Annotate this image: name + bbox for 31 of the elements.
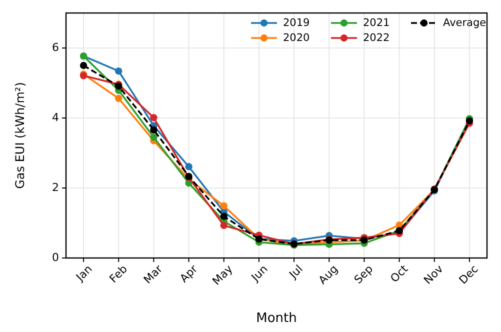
point [150, 134, 158, 141]
x-axis-title: Month [256, 311, 297, 326]
y-tick-label: 0 [52, 251, 59, 264]
point [150, 114, 158, 122]
y-axis-title: Gas EUI (kWh/m²) [13, 82, 27, 189]
legend-label: Average [443, 16, 486, 29]
point [185, 163, 192, 170]
point [220, 212, 228, 220]
legend-label: 2022 [363, 32, 390, 44]
x-tick-label: Dec [456, 262, 481, 287]
point [80, 62, 88, 70]
x-tick-label: Jul [286, 262, 306, 282]
y-tick-label: 6 [52, 41, 59, 54]
legend-label: 2020 [283, 32, 310, 44]
x-tick-label: Jan [72, 262, 95, 284]
x-tick-label: Feb [106, 262, 130, 286]
point [115, 94, 122, 102]
y-tick-label: 4 [52, 111, 59, 124]
x-tick-label: Nov [421, 262, 446, 287]
point [150, 126, 158, 134]
x-tick-label: Jun [248, 262, 270, 285]
x-tick-label: Sep [352, 262, 376, 286]
legend-label: 2021 [363, 16, 390, 29]
x-tick-label: Mar [141, 262, 166, 286]
point [220, 202, 228, 210]
point [115, 68, 122, 75]
point [220, 222, 228, 230]
y-tick-label: 2 [52, 181, 59, 194]
x-tick-label: Oct [388, 262, 412, 286]
x-tick-label: Apr [177, 262, 200, 286]
legend-label: 2019 [283, 16, 310, 29]
